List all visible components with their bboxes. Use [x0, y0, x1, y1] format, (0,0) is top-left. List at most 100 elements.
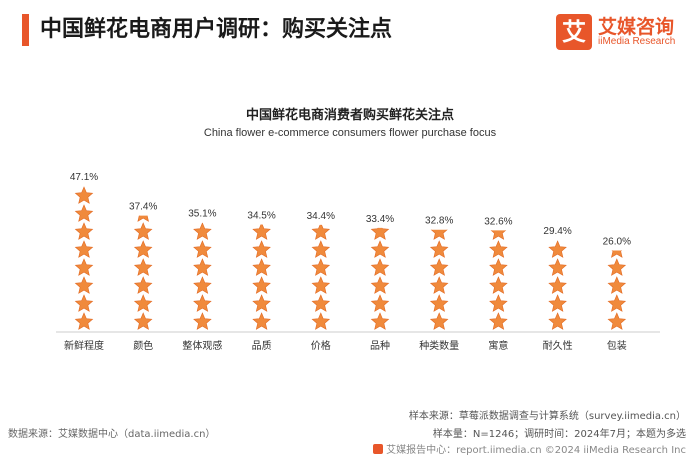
- bar-价格: [311, 224, 331, 330]
- star-icon: [133, 312, 153, 330]
- star-icon: [548, 294, 567, 312]
- star-icon: [489, 276, 508, 294]
- star-icon: [252, 240, 271, 258]
- star-icon: [74, 276, 94, 294]
- star-icon: [429, 312, 449, 330]
- category-label: 颜色: [133, 339, 153, 352]
- star-icon: [137, 215, 149, 222]
- value-label: 33.4%: [366, 214, 394, 225]
- category-label: 种类数量: [419, 339, 459, 352]
- star-icon: [370, 312, 390, 330]
- star-icon: [490, 230, 507, 240]
- category-label: 品种: [370, 339, 390, 352]
- star-icon: [548, 276, 567, 294]
- title-accent-bar: [22, 14, 29, 46]
- star-icon: [252, 258, 271, 276]
- star-icon: [311, 276, 331, 294]
- brand-logo: 艾 艾媒咨询 iiMedia Research: [556, 10, 686, 54]
- category-label: 寓意: [488, 339, 508, 352]
- star-icon: [311, 224, 331, 240]
- star-icon: [133, 276, 153, 294]
- star-icon: [370, 240, 390, 258]
- bar-新鲜程度: [74, 186, 94, 330]
- star-icon: [133, 258, 153, 276]
- star-icon: [429, 276, 449, 294]
- star-icon: [548, 240, 567, 258]
- sample-source-note: 样本来源：草莓派数据调查与计算系统（survey.iimedia.cn）: [408, 411, 686, 422]
- star-icon: [607, 312, 627, 330]
- category-label: 品质: [252, 340, 272, 352]
- star-icon: [311, 312, 331, 330]
- star-icon: [607, 294, 627, 312]
- category-label: 整体观感: [182, 339, 222, 352]
- logo-mark-icon: 艾: [556, 14, 592, 50]
- bar-种类数量: [429, 229, 449, 330]
- star-icon: [133, 240, 153, 258]
- category-label: 包装: [607, 339, 627, 352]
- star-icon: [193, 240, 212, 258]
- bar-颜色: [133, 215, 153, 330]
- bar-包装: [607, 250, 627, 330]
- star-icon: [429, 294, 449, 312]
- star-icon: [611, 250, 623, 258]
- star-icon: [193, 276, 212, 294]
- bar-品质: [252, 224, 271, 330]
- value-label: 37.4%: [129, 202, 157, 213]
- value-label: 35.1%: [188, 209, 216, 220]
- star-icon: [193, 258, 212, 276]
- star-icon: [252, 224, 271, 240]
- logo-english-name: iiMedia Research: [598, 36, 676, 47]
- sample-size-note: 样本量：N=1246；调研时间：2024年7月；本题为多选: [432, 429, 686, 440]
- star-icon: [430, 229, 448, 240]
- star-icon: [370, 294, 390, 312]
- star-icon: [548, 312, 567, 330]
- bar-寓意: [489, 230, 508, 330]
- value-label: 32.6%: [484, 216, 512, 227]
- value-label: 34.5%: [247, 211, 275, 222]
- star-icon: [607, 276, 627, 294]
- star-icon: [252, 294, 271, 312]
- logo-chinese-name: 艾媒咨询: [598, 16, 675, 38]
- star-icon: [311, 294, 331, 312]
- star-bar-chart: 47.1% 新鲜程度 37.4% 颜色 35.1% 整体观感 34.5% 品质 34.4% 价格 3…: [56, 172, 660, 352]
- bar-品种: [370, 227, 390, 330]
- star-icon: [74, 204, 94, 222]
- bar-耐久性: [548, 240, 567, 330]
- category-label: 新鲜程度: [64, 339, 104, 352]
- star-icon: [193, 222, 212, 240]
- star-icon: [74, 240, 94, 258]
- star-icon: [74, 186, 94, 204]
- report-center-icon: [373, 444, 384, 454]
- star-icon: [548, 258, 567, 276]
- value-label: 47.1%: [70, 172, 98, 183]
- star-icon: [489, 312, 508, 330]
- star-icon: [370, 258, 390, 276]
- chart-subtitle: China flower e-commerce consumers flower…: [203, 127, 497, 139]
- star-icon: [311, 240, 331, 258]
- value-label: 34.4%: [307, 211, 335, 222]
- star-icon: [429, 240, 449, 258]
- chart-title: 中国鲜花电商消费者购买鲜花关注点: [245, 108, 454, 123]
- star-icon: [311, 258, 331, 276]
- value-label: 26.0%: [603, 237, 631, 248]
- data-source-note: 数据来源：艾媒数据中心（data.iimedia.cn）: [8, 429, 216, 440]
- page-title: 中国鲜花电商用户调研：购买关注点: [40, 17, 393, 42]
- star-icon: [252, 276, 271, 294]
- star-icon: [74, 258, 94, 276]
- star-icon: [252, 312, 271, 330]
- star-icon: [133, 222, 153, 240]
- star-icon: [74, 294, 94, 312]
- value-label: 32.8%: [425, 216, 453, 227]
- copyright-note: 艾媒报告中心：report.iimedia.cn ©2024 iiMedia R…: [373, 441, 686, 456]
- star-icon: [607, 258, 627, 276]
- star-icon: [133, 294, 153, 312]
- star-icon: [193, 294, 212, 312]
- star-icon: [370, 227, 390, 240]
- star-icon: [489, 258, 508, 276]
- value-label: 29.4%: [543, 226, 571, 237]
- star-icon: [74, 222, 94, 240]
- category-label: 耐久性: [543, 339, 573, 352]
- star-icon: [429, 258, 449, 276]
- star-icon: [489, 240, 508, 258]
- star-icon: [370, 276, 390, 294]
